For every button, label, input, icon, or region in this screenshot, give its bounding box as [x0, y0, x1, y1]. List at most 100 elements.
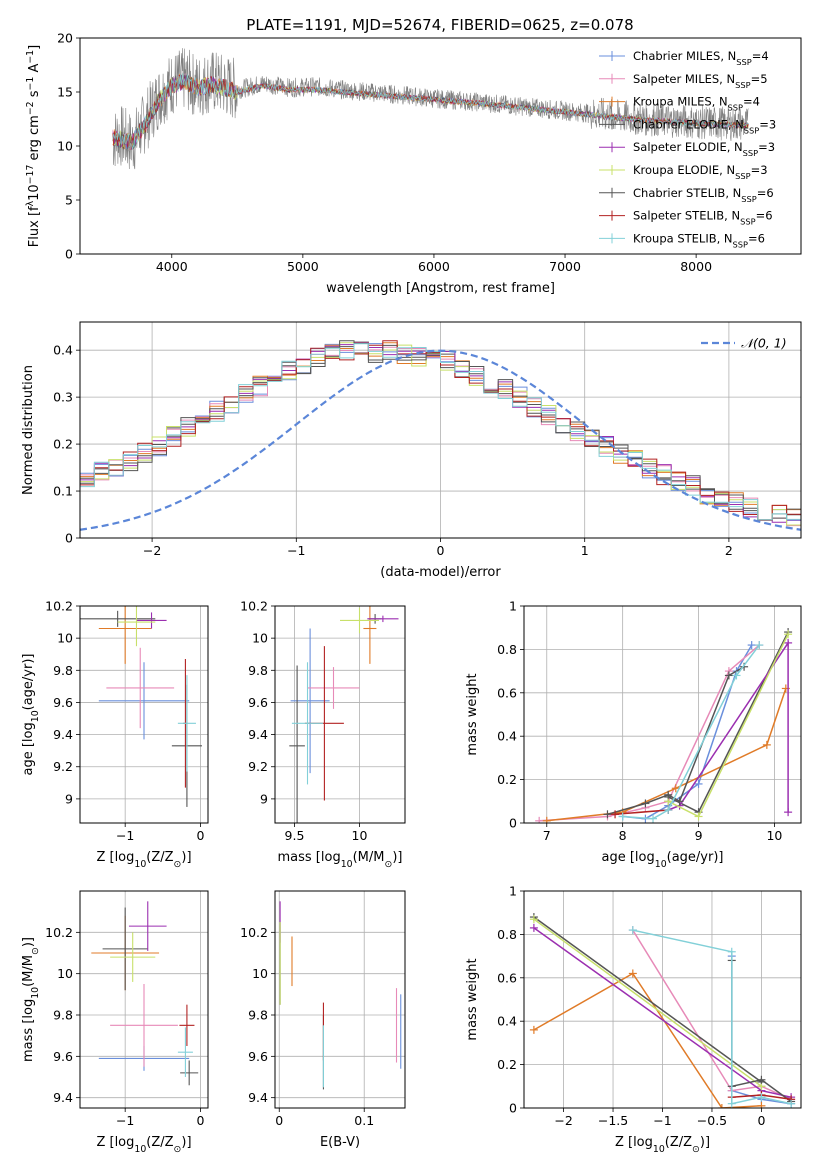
panel-z-vs-weight: −2 −1.5 −1 −0.5 0 0 0.2 0.4 0.6 0.8 1 Z [log10(Z/Z⊙…: [465, 884, 802, 1155]
plot-area: [80, 340, 801, 532]
y-tick-label: 0.8: [497, 927, 517, 942]
x-tick-label: 0: [757, 1113, 765, 1128]
x-axis-label: age [log10(age/yr)]: [602, 850, 724, 870]
y-tick-label: 9.8: [248, 1008, 268, 1023]
weight-line: [533, 972, 762, 1108]
y-tick-label: 0.2: [497, 772, 517, 787]
y-axis-label: age [log10(age/yr)]: [21, 654, 41, 776]
x-tick-label: −1: [116, 1113, 134, 1128]
legend-label: 𝒩(0, 1): [741, 336, 787, 351]
y-axis-label: Normed distribution: [21, 365, 36, 495]
x-tick-label: 0: [437, 543, 445, 558]
y-tick-label: 1: [509, 884, 517, 899]
y-tick-label: 9.2: [248, 759, 268, 774]
y-tick-label: 10.2: [45, 599, 73, 614]
x-tick-label: 0: [196, 1113, 204, 1128]
panel-age-vs-weight: 7 8 9 10 0 0.2 0.4 0.6 0.8 1 age [log10(age/yr)] ma…: [465, 599, 802, 870]
legend-label: Chabrier MILES, NSSP=4: [633, 49, 769, 67]
y-tick-label: 9: [260, 791, 268, 806]
y-tick-label: 9.4: [53, 1090, 73, 1105]
y-tick-label: 0: [65, 531, 73, 546]
y-axis-label: Flux [fλ10−17 erg cm−2 s−1 A−1]: [25, 45, 43, 247]
normal-curve: [80, 349, 801, 531]
x-tick-label: −1: [116, 828, 134, 843]
histogram-step: [80, 341, 801, 528]
x-axis-label: (data-model)/error: [380, 565, 501, 580]
x-axis-label: Z [log10(Z/Z⊙)]: [96, 850, 191, 870]
x-tick-label: 0: [275, 1113, 283, 1128]
y-tick-label: 9.4: [53, 727, 73, 742]
x-tick-label: 0: [196, 828, 204, 843]
panel-residuals: −2 −1 0 1 2 0 0.1 0.2 0.3 0.4 (data-model)/error No…: [21, 321, 802, 580]
legend-label: Chabrier STELIB, NSSP=6: [633, 186, 774, 204]
y-tick-label: 0: [509, 1101, 517, 1116]
x-tick-label: 10: [352, 828, 368, 843]
panel-ebv-vs-mass: 0 0.1 9.4 9.6 9.8 10 10.2 E(B-V): [240, 890, 406, 1150]
y-tick-label: 1: [509, 599, 517, 614]
panel-spectrum: 4000 5000 6000 7000 8000 0 5 10 15 20 wavelength […: [25, 31, 802, 296]
legend-label: Kroupa MILES, NSSP=4: [633, 95, 760, 113]
y-tick-label: 9.4: [248, 1090, 268, 1105]
x-axis-label: Z [log10(Z/Z⊙)]: [96, 1135, 191, 1155]
y-tick-label: 10.2: [240, 925, 268, 940]
legend-label: Salpeter STELIB, NSSP=6: [633, 209, 773, 227]
x-tick-label: 7000: [549, 259, 581, 274]
y-axis-label: mass weight: [465, 958, 480, 1040]
plot-area: [279, 901, 402, 1090]
axes-frame: [79, 890, 209, 1109]
y-axis-label: mass weight: [465, 673, 480, 755]
axes-frame: [523, 605, 802, 824]
plot-area: [80, 606, 202, 807]
weight-line: [667, 633, 789, 818]
weight-line: [539, 644, 760, 822]
x-tick-label: 1: [581, 543, 589, 558]
weight-line: [615, 809, 669, 816]
spectrum-model-line: [112, 75, 749, 150]
histogram-step: [80, 342, 801, 526]
legend: Chabrier MILES, NSSP=4 Salpeter MILES, NS…: [599, 49, 776, 249]
y-tick-label: 0.2: [53, 437, 73, 452]
y-tick-label: 15: [57, 85, 73, 100]
y-tick-label: 0.4: [497, 1014, 517, 1029]
y-tick-label: 0.4: [497, 729, 517, 744]
y-tick-label: 9.2: [53, 759, 73, 774]
axes-frame: [523, 890, 802, 1109]
y-tick-label: 9.6: [248, 695, 268, 710]
x-tick-label: 7: [543, 828, 551, 843]
y-tick-label: 9.8: [53, 1008, 73, 1023]
legend-label: Chabrier ELODIE, NSSP=3: [633, 117, 776, 135]
x-tick-label: −1.5: [598, 1113, 628, 1128]
axes-frame: [274, 890, 406, 1109]
y-tick-label: 10: [57, 966, 73, 981]
histogram-step: [80, 342, 801, 523]
x-tick-label: 6000: [418, 259, 450, 274]
x-axis-label: mass [log10(M/M⊙)]: [278, 850, 403, 870]
histogram-step: [80, 343, 801, 527]
legend-label: Salpeter MILES, NSSP=5: [633, 72, 768, 90]
y-tick-label: 9.6: [53, 695, 73, 710]
y-tick-label: 10: [252, 966, 268, 981]
legend-label: Kroupa STELIB, NSSP=6: [633, 231, 765, 249]
x-tick-label: −2: [554, 1113, 572, 1128]
x-tick-label: 5000: [287, 259, 319, 274]
y-tick-label: 9: [65, 791, 73, 806]
histogram-step: [80, 346, 801, 527]
y-tick-label: 10: [252, 631, 268, 646]
plot-area: [289, 606, 399, 823]
y-tick-label: 9.4: [248, 727, 268, 742]
y-tick-label: 9.6: [248, 1049, 268, 1064]
y-tick-label: 0.4: [53, 343, 73, 358]
y-axis-label: mass [log10(M/M⊙)]: [21, 937, 41, 1062]
x-tick-label: 10: [766, 828, 782, 843]
y-tick-label: 10.2: [240, 599, 268, 614]
histogram-step: [80, 346, 801, 532]
x-tick-label: 2: [725, 543, 733, 558]
weight-line: [533, 916, 762, 1083]
y-tick-label: 10.2: [45, 925, 73, 940]
plot-area: [91, 901, 199, 1086]
axes-frame: [79, 321, 802, 539]
weight-line: [533, 918, 762, 1087]
plot-area: [529, 913, 796, 1108]
panel-z-vs-age: −1 0 9 9.2 9.4 9.6 9.8 10 10.2 Z [log10(Z/Z⊙)] age…: [21, 599, 209, 870]
